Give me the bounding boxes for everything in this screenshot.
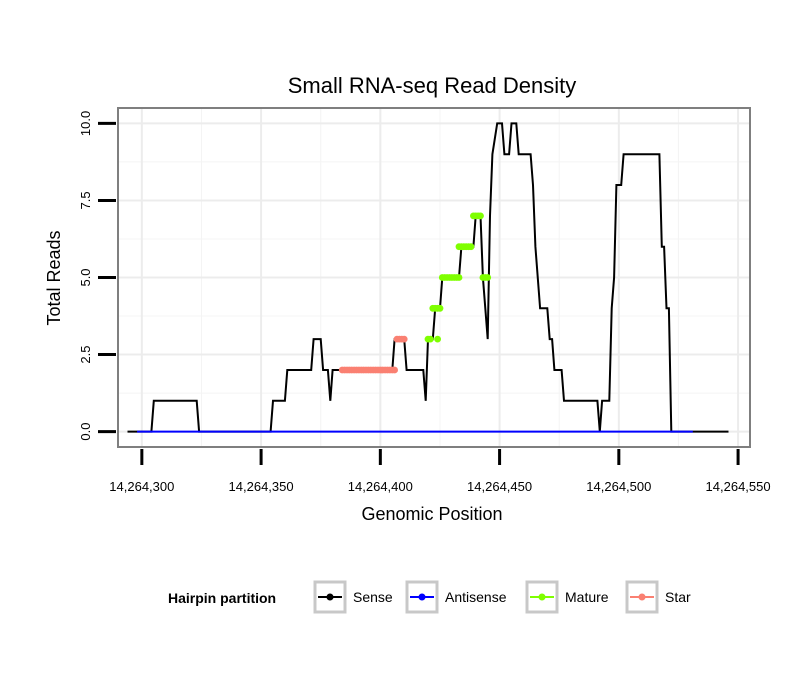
x-tick-label: 14,264,300 <box>109 479 174 494</box>
legend-label-antisense: Antisense <box>445 589 507 605</box>
y-tick-label: 5.0 <box>78 268 93 286</box>
legend-key-dot <box>326 593 334 601</box>
x-tick-label: 14,264,400 <box>348 479 413 494</box>
x-axis: 14,264,300 14,264,350 14,264,400 14,264,450… <box>109 449 771 494</box>
legend-item-antisense: Antisense <box>405 580 507 614</box>
series-mature-point <box>484 274 492 281</box>
series-mature-point <box>436 304 444 312</box>
series-mature-point <box>455 274 463 281</box>
legend-label-mature: Mature <box>565 589 609 605</box>
series-star-point <box>391 366 398 374</box>
legend-key-dot <box>418 593 426 601</box>
legend-item-mature: Mature <box>525 580 609 614</box>
legend-title: Hairpin partition <box>168 590 276 606</box>
series-star-point <box>400 335 408 343</box>
y-axis-title: Total Reads <box>44 230 64 325</box>
series-mature-point <box>467 243 475 251</box>
series-mature-point <box>477 212 484 220</box>
legend-key-dot <box>638 593 646 601</box>
x-tick-label: 14,264,500 <box>586 479 651 494</box>
x-axis-title: Genomic Position <box>361 504 502 524</box>
legend-label-star: Star <box>665 589 691 605</box>
y-axis: 0.0 2.5 5.0 7.5 10.0 <box>78 111 116 441</box>
y-tick-label: 7.5 <box>78 191 93 209</box>
plot-border <box>117 107 751 448</box>
x-tick-label: 14,264,450 <box>467 479 532 494</box>
legend: Hairpin partition Sense Antisense Mature St… <box>168 580 691 614</box>
series-mature-point <box>434 335 441 343</box>
y-tick-label: 10.0 <box>78 111 93 136</box>
series-mature-point <box>427 335 434 343</box>
legend-item-sense: Sense <box>313 580 393 614</box>
gridlines <box>118 108 750 447</box>
series-layer <box>127 122 729 433</box>
x-tick-label: 14,264,350 <box>229 479 294 494</box>
chart-title: Small RNA-seq Read Density <box>288 73 577 98</box>
y-tick-label: 0.0 <box>78 423 93 441</box>
legend-key-dot <box>538 593 546 601</box>
x-tick-label: 14,264,550 <box>706 479 771 494</box>
y-tick-label: 2.5 <box>78 346 93 364</box>
legend-label-sense: Sense <box>353 589 393 605</box>
legend-item-star: Star <box>625 580 691 614</box>
